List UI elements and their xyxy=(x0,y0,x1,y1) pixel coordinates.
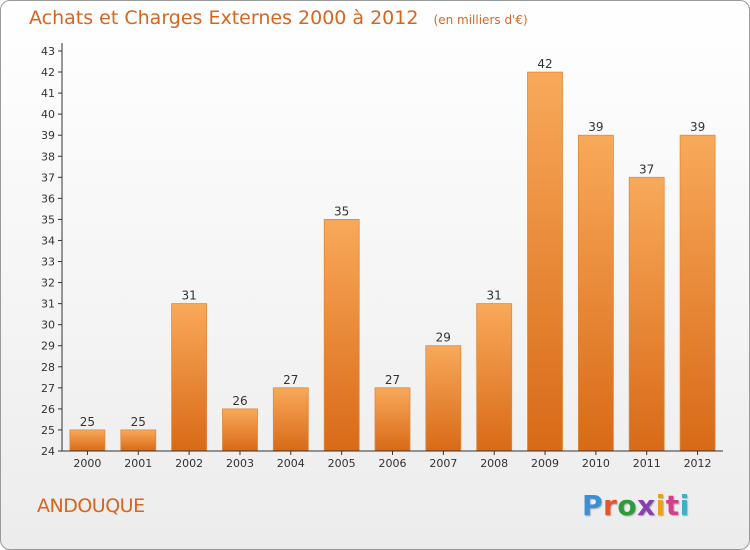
bar xyxy=(69,429,106,452)
bar-value-label: 27 xyxy=(283,373,298,387)
y-tick-label: 27 xyxy=(41,382,55,395)
y-tick-label: 29 xyxy=(41,340,55,353)
y-tick-label: 38 xyxy=(41,150,55,163)
chart-subtitle: (en milliers d'€) xyxy=(433,13,528,27)
bar xyxy=(679,134,716,452)
y-tick-label: 35 xyxy=(41,213,55,226)
y-tick-label: 33 xyxy=(41,256,55,269)
chart-title: Achats et Charges Externes 2000 à 2012 xyxy=(29,7,419,29)
brand-letter: i xyxy=(655,489,666,522)
x-tick-label: 2000 xyxy=(73,457,101,470)
x-tick-label: 2002 xyxy=(175,457,203,470)
bar-value-label: 25 xyxy=(131,415,146,429)
y-tick-label: 32 xyxy=(41,277,55,290)
x-tick-label: 2006 xyxy=(379,457,407,470)
x-tick-label: 2003 xyxy=(226,457,254,470)
y-tick-label: 24 xyxy=(41,445,55,458)
y-tick-label: 37 xyxy=(41,171,55,184)
bar-value-label: 35 xyxy=(334,204,349,218)
y-tick-label: 30 xyxy=(41,319,55,332)
bar xyxy=(171,303,208,452)
bar-value-label: 29 xyxy=(436,331,451,345)
x-tick-label: 2011 xyxy=(633,457,661,470)
x-tick-label: 2001 xyxy=(124,457,152,470)
bar xyxy=(222,408,258,452)
bar-value-label: 27 xyxy=(385,373,400,387)
x-tick-label: 2007 xyxy=(429,457,457,470)
y-tick-label: 26 xyxy=(41,403,55,416)
brand-letter: x xyxy=(637,489,656,522)
y-tick-label: 25 xyxy=(41,424,55,437)
bar xyxy=(120,429,157,452)
x-tick-label: 2005 xyxy=(328,457,356,470)
bar xyxy=(476,303,513,452)
bar xyxy=(323,218,360,452)
brand-letter: i xyxy=(679,489,690,522)
y-tick-label: 39 xyxy=(41,129,55,142)
bars-layer: 25 25 31 26 27 35 27 29 31 42 39 37 39 xyxy=(69,57,716,452)
x-tick-label: 2008 xyxy=(480,457,508,470)
bar-value-label: 42 xyxy=(537,57,552,71)
brand-letter: o xyxy=(617,489,638,522)
bar-value-label: 39 xyxy=(690,120,705,134)
brand-letter: r xyxy=(603,489,618,522)
bar-value-label: 37 xyxy=(639,162,654,176)
brand-letter: t xyxy=(665,489,680,522)
y-tick-label: 31 xyxy=(41,298,55,311)
bar xyxy=(272,387,309,452)
x-tick-label: 2012 xyxy=(684,457,712,470)
x-tick-label: 2004 xyxy=(277,457,305,470)
brand-letter: P xyxy=(582,489,604,522)
x-tick-label: 2010 xyxy=(582,457,610,470)
bar xyxy=(527,71,563,452)
proxiti-logo: Proxiti xyxy=(582,489,690,522)
bar-value-label: 26 xyxy=(232,394,247,408)
bar xyxy=(425,345,462,452)
commune-name: ANDOUQUE xyxy=(37,495,145,517)
axis-layer: 24 25 26 27 28 29 30 31 32 33 34 35 36 37 38 39 40 41 42 43… xyxy=(41,43,723,470)
y-tick-label: 34 xyxy=(41,234,55,247)
y-tick-label: 40 xyxy=(41,108,55,121)
bar-value-label: 31 xyxy=(487,289,502,303)
title-row: Achats et Charges Externes 2000 à 2012 (… xyxy=(29,7,528,29)
bar-value-label: 39 xyxy=(588,120,603,134)
bar xyxy=(578,134,614,452)
y-tick-label: 36 xyxy=(41,192,55,205)
bar-value-label: 25 xyxy=(80,415,95,429)
y-tick-label: 42 xyxy=(41,66,55,79)
y-tick-label: 41 xyxy=(41,87,55,100)
bar xyxy=(374,387,411,452)
x-tick-label: 2009 xyxy=(531,457,559,470)
y-tick-label: 43 xyxy=(41,45,55,58)
bar xyxy=(628,176,665,452)
bar-value-label: 31 xyxy=(181,289,196,303)
y-tick-label: 28 xyxy=(41,361,55,374)
